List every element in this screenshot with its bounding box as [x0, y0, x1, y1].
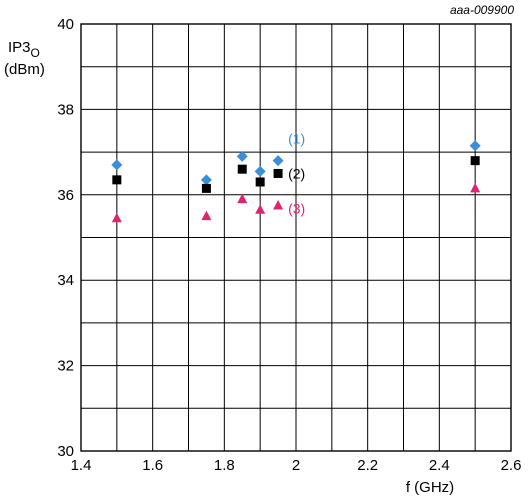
- series-1-point: [200, 174, 212, 186]
- x-tick-label: 1.8: [214, 457, 235, 474]
- x-tick-label: 2.6: [501, 457, 522, 474]
- y-tick-label: 34: [57, 272, 74, 289]
- series-2-point: [255, 177, 265, 187]
- x-tick-label: 1.4: [71, 457, 92, 474]
- series-2-point: [201, 183, 211, 193]
- y-tick-label: 38: [57, 101, 74, 118]
- series-1-point: [111, 159, 123, 171]
- y-tick-label: 36: [57, 187, 74, 204]
- series-1-point: [469, 140, 481, 152]
- series-1-point: [236, 150, 248, 162]
- series-1-point: [254, 165, 266, 177]
- series-label-1: (1): [288, 131, 305, 147]
- plot-frame: [80, 23, 512, 452]
- series-3-point: [255, 204, 266, 214]
- series-3-point: [237, 193, 248, 204]
- series-3-point: [201, 210, 212, 221]
- y-axis-unit: (dBm): [4, 61, 45, 78]
- x-tick-label: 2: [292, 457, 300, 474]
- y-axis-label-main: IP3: [8, 39, 31, 56]
- data-markers: (1) (2) (3): [111, 131, 481, 223]
- figure-id: aaa-009900: [450, 3, 514, 17]
- series-3-point: [273, 199, 284, 210]
- tick-labels: 1.4 1.6 1.8 2 2.2 2.4 2.6 30 32 34 36 38 40: [57, 16, 521, 474]
- series-2-point: [112, 175, 122, 185]
- series-3-point: [470, 182, 481, 193]
- series-2-point: [273, 168, 283, 178]
- series-1-point: [272, 155, 284, 167]
- series-2-point: [237, 164, 247, 174]
- x-axis-label: f (GHz): [406, 479, 454, 496]
- grid: [81, 24, 511, 451]
- series-3-point: [111, 212, 122, 223]
- y-axis-label-subscript: O: [31, 46, 40, 60]
- y-tick-label: 32: [57, 358, 74, 375]
- series-2-point: [470, 156, 480, 166]
- series-label-3: (3): [288, 200, 305, 216]
- series-label-2: (2): [288, 165, 305, 181]
- y-tick-label: 40: [57, 16, 74, 33]
- y-tick-label: 30: [57, 443, 74, 460]
- x-tick-label: 1.6: [142, 457, 163, 474]
- x-tick-label: 2.2: [357, 457, 378, 474]
- y-axis-label: IP3O: [8, 39, 40, 60]
- x-tick-label: 2.4: [429, 457, 450, 474]
